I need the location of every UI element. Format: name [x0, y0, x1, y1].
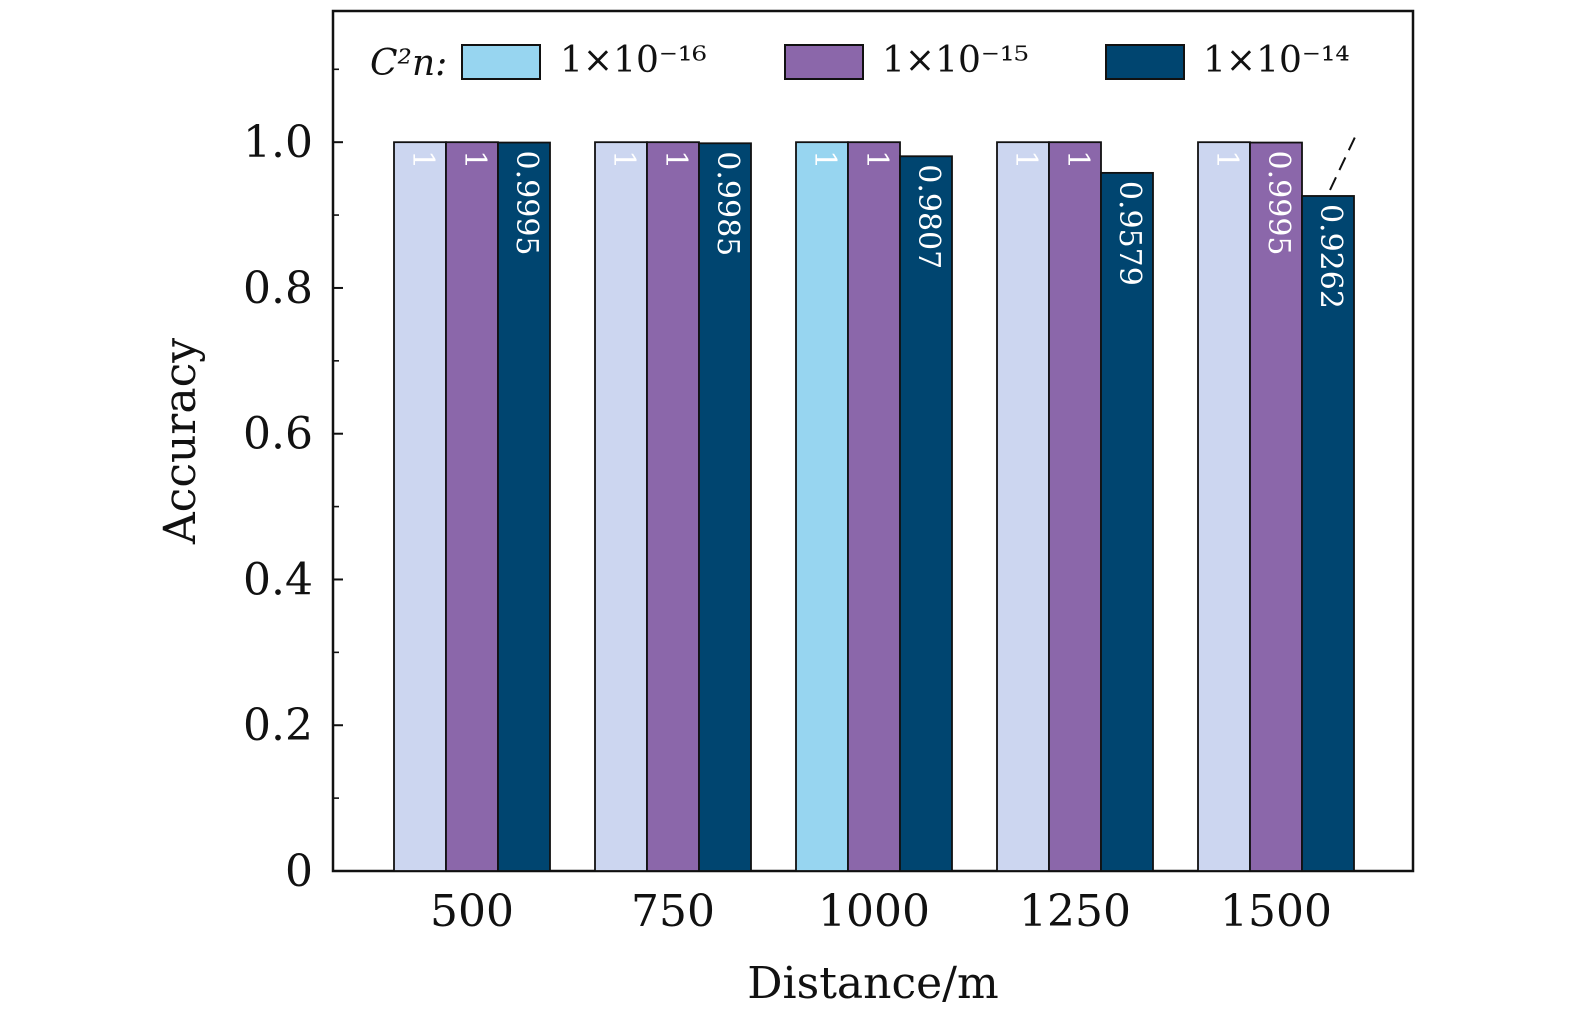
- bar-label-1500-series-1: 0.9995: [1261, 151, 1296, 256]
- bar-label-750-series-2: 0.9985: [710, 151, 745, 256]
- bar-label-1000-series-2: 0.9807: [911, 164, 946, 269]
- y-tick-label-5: 1.0: [243, 117, 313, 168]
- x-tick-label-750: 750: [631, 886, 715, 937]
- bar-label-1250-series-2: 0.9579: [1112, 181, 1147, 286]
- y-tick-label-4: 0.8: [243, 263, 313, 314]
- x-tick-label-1000: 1000: [818, 886, 930, 937]
- bar-label-750-series-0: 1: [606, 150, 641, 169]
- legend-swatch-1e-15: [785, 45, 863, 79]
- bar-1250-series-1: [1049, 142, 1101, 871]
- bar-label-1500-series-0: 1: [1209, 150, 1244, 169]
- bar-1000-series-0: [796, 142, 848, 871]
- x-tick-label-1500: 1500: [1220, 886, 1332, 937]
- bar-750-series-0: [595, 142, 647, 871]
- bar-label-1250-series-1: 1: [1060, 150, 1095, 169]
- y-tick-label-3: 0.6: [243, 409, 313, 460]
- bar-1250-series-0: [997, 142, 1049, 871]
- y-tick-label-1: 0.2: [243, 700, 313, 751]
- legend: C²n: 1×10⁻¹⁶ 1×10⁻¹⁵ 1×10⁻¹⁴: [370, 40, 1350, 84]
- bar-label-1250-series-0: 1: [1008, 150, 1043, 169]
- y-tick-label-2: 0.4: [243, 554, 313, 605]
- x-axis-title: Distance/m: [747, 958, 998, 1009]
- bar-500-series-0: [394, 142, 446, 871]
- bar-label-750-series-1: 1: [658, 150, 693, 169]
- bar-500-series-1: [446, 142, 498, 871]
- x-tick-label-500: 500: [430, 886, 514, 937]
- legend-label-1e-14: 1×10⁻¹⁴: [1203, 40, 1350, 81]
- bar-label-500-series-1: 1: [457, 150, 492, 169]
- bar-label-500-series-2: 0.9995: [509, 151, 544, 256]
- legend-label-1e-16: 1×10⁻¹⁶: [560, 40, 707, 81]
- bar-label-1000-series-0: 1: [807, 150, 842, 169]
- y-axis-title: Accuracy: [155, 338, 206, 545]
- bar-1500-series-0: [1198, 142, 1250, 871]
- legend-label-1e-15: 1×10⁻¹⁵: [882, 40, 1029, 81]
- bar-1000-series-1: [848, 142, 900, 871]
- y-tick-label-0: 0: [285, 846, 313, 897]
- legend-swatch-1e-14: [1106, 45, 1184, 79]
- bar-label-1000-series-1: 1: [859, 150, 894, 169]
- accuracy-bar-chart: 1 1 0.9995 1 1 0.9985 1 10.98071 10.95791 0.99950…: [0, 0, 1575, 1024]
- x-tick-label-1250: 1250: [1019, 886, 1131, 937]
- bar-label-500-series-0: 1: [405, 150, 440, 169]
- bar-750-series-1: [647, 142, 699, 871]
- bar-label-1500-series-2: 0.9262: [1313, 204, 1348, 309]
- legend-swatch-1e-16: [462, 45, 540, 79]
- trend-dashed-line: [1330, 135, 1356, 190]
- legend-prefix: C²n:: [370, 43, 447, 84]
